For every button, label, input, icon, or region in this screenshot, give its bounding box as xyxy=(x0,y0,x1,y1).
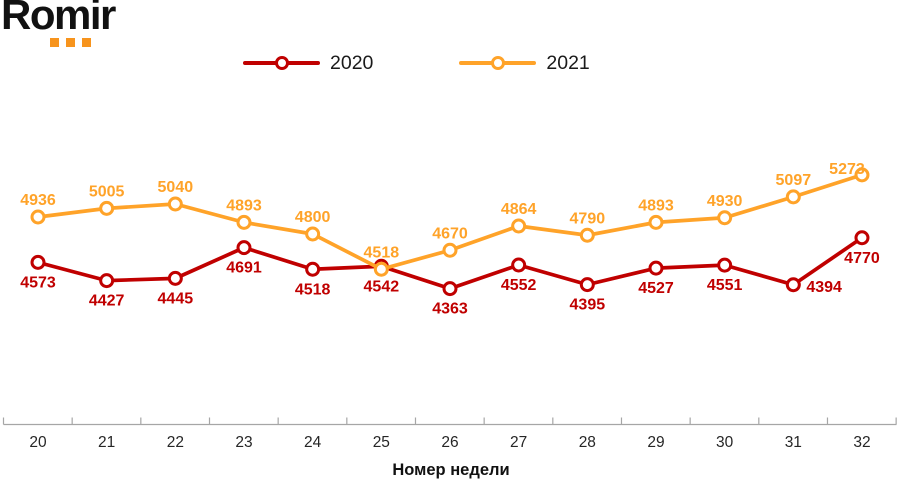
data-point-marker xyxy=(854,230,870,246)
x-tick-label: 25 xyxy=(373,434,390,451)
data-point-label: 4518 xyxy=(364,244,400,261)
data-point-marker xyxy=(648,260,664,276)
series-2020: 4573 4427 4445 4691 4518 4542 4363 4552 4395 4527… xyxy=(20,230,880,318)
data-point-marker xyxy=(785,189,801,205)
x-tick-label: 30 xyxy=(716,434,734,451)
x-tick-label: 24 xyxy=(304,434,322,451)
data-point-marker xyxy=(373,261,389,277)
data-point-label: 4395 xyxy=(570,297,606,314)
data-point-label: 5040 xyxy=(158,179,194,196)
data-point-marker xyxy=(305,226,321,242)
data-point-label: 4527 xyxy=(638,280,674,297)
data-point-marker xyxy=(99,200,115,216)
data-point-label: 4363 xyxy=(432,301,468,318)
data-point-marker xyxy=(579,277,595,293)
data-point-marker xyxy=(236,214,252,230)
data-point-label: 4670 xyxy=(432,225,468,242)
data-point-label: 4445 xyxy=(158,290,194,307)
romir-logo-text: Romir xyxy=(1,0,116,38)
legend-line-marker-2020 xyxy=(243,52,320,74)
data-point-marker xyxy=(305,261,321,277)
x-tick-label: 29 xyxy=(647,434,664,451)
x-tick-label: 21 xyxy=(98,434,115,451)
data-point-label: 4800 xyxy=(295,209,331,226)
legend-circle-marker xyxy=(490,56,505,70)
data-point-marker xyxy=(167,270,183,286)
data-point-marker xyxy=(99,273,115,289)
data-point-marker xyxy=(717,257,733,273)
data-point-label: 4936 xyxy=(20,192,56,209)
x-tick-label: 26 xyxy=(441,434,458,451)
x-tick-label: 20 xyxy=(29,434,47,451)
data-point-label: 4691 xyxy=(226,260,262,277)
data-point-label: 5097 xyxy=(776,172,812,189)
data-point-label: 4930 xyxy=(707,193,743,210)
x-tick-label: 28 xyxy=(579,434,596,451)
chart-legend: 2020 2021 xyxy=(243,52,590,74)
x-tick-label: 31 xyxy=(785,434,802,451)
data-point-label: 4518 xyxy=(295,281,331,298)
data-point-marker xyxy=(30,209,46,225)
legend-label-2020: 2020 xyxy=(330,51,374,74)
data-point-marker xyxy=(579,227,595,243)
data-point-marker xyxy=(236,240,252,256)
data-point-label: 4864 xyxy=(501,201,537,218)
data-point-label: 4893 xyxy=(226,197,262,214)
data-point-marker xyxy=(442,281,458,297)
data-point-marker xyxy=(785,277,801,293)
data-point-label: 4770 xyxy=(844,250,880,267)
data-point-label: 4790 xyxy=(570,210,606,227)
data-point-marker xyxy=(511,257,527,273)
logo-dot xyxy=(82,38,91,47)
data-point-label: 4551 xyxy=(707,277,743,294)
legend-circle-marker xyxy=(274,56,289,70)
logo-dot xyxy=(50,38,59,47)
legend-line-marker-2021 xyxy=(459,52,537,74)
legend-item-2021: 2021 xyxy=(459,51,590,74)
x-tick-label: 22 xyxy=(167,434,184,451)
logo-dot xyxy=(66,38,75,47)
legend-label-2021: 2021 xyxy=(546,51,590,74)
data-point-marker xyxy=(854,167,870,183)
data-point-marker xyxy=(442,242,458,258)
data-point-label: 4542 xyxy=(364,278,400,295)
x-axis: 20 21 22 23 24 25 26 27 28 29 30 31 32 Номер недели xyxy=(2,417,897,479)
data-point-marker xyxy=(167,196,183,212)
data-point-label: 4552 xyxy=(501,277,537,294)
data-point-marker xyxy=(511,218,527,234)
data-point-marker xyxy=(648,214,664,230)
series-2021: 4936 5005 5040 4893 4800 4518 4670 4864 4790 4893… xyxy=(20,161,870,277)
x-tick-label: 27 xyxy=(510,434,527,451)
data-point-label: 4427 xyxy=(89,293,125,310)
x-tick-label: 32 xyxy=(853,434,870,451)
romir-logo: Romir xyxy=(0,0,200,60)
data-point-label: 4573 xyxy=(20,274,56,291)
data-point-marker xyxy=(717,210,733,226)
data-point-label: 5005 xyxy=(89,183,125,200)
data-point-label: 4893 xyxy=(638,197,674,214)
x-axis-title: Номер недели xyxy=(392,461,509,479)
legend-item-2020: 2020 xyxy=(243,52,373,74)
data-point-label: 5273 xyxy=(829,161,865,178)
x-tick-label: 23 xyxy=(235,434,252,451)
data-point-marker xyxy=(30,254,46,270)
data-point-label: 4394 xyxy=(806,279,842,296)
